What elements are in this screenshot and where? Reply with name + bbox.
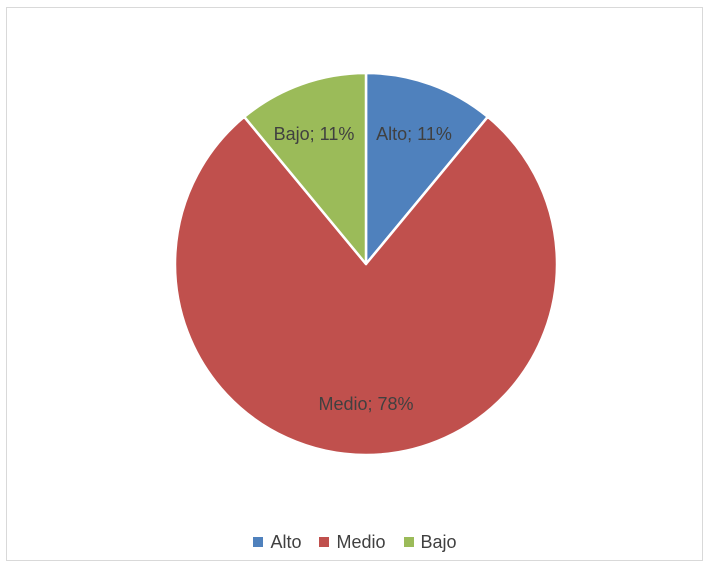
legend-item-alto: Alto	[253, 532, 301, 553]
legend-swatch-alto	[253, 537, 264, 547]
legend: Alto Medio Bajo	[0, 522, 710, 562]
pie-slice-medio	[173, 115, 559, 457]
legend-item-bajo: Bajo	[403, 531, 457, 553]
legend-swatch-bajo	[403, 537, 414, 547]
legend-swatch-medio	[319, 537, 330, 547]
data-label-alto: Alto; 11%	[376, 124, 452, 144]
pie-slice-bajo	[243, 71, 368, 266]
pie-data-labels: Alto; 11% Medio; 78% Bajo; 11%	[274, 124, 452, 414]
legend-label-alto: Alto	[270, 531, 302, 552]
legend-label-bajo: Bajo	[420, 531, 457, 552]
legend-item-medio: Medio	[319, 531, 386, 553]
legend-label-medio: Medio	[336, 531, 386, 552]
data-label-medio: Medio; 78%	[318, 394, 413, 414]
pie-slices	[173, 71, 559, 457]
data-label-bajo: Bajo; 11%	[274, 124, 355, 144]
pie-slice-alto	[364, 71, 489, 266]
